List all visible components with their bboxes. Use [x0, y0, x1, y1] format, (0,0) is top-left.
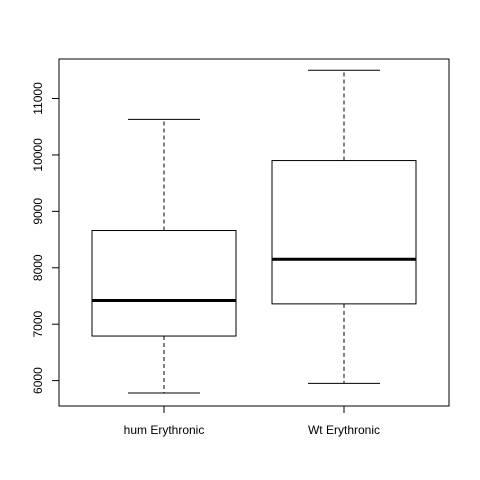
y-tick-label: 6000 [31, 367, 45, 394]
box-group [271, 69, 417, 384]
x-axis-ticks: hum Erythronic Wt Erythronic [124, 406, 380, 437]
x-tick-label: hum Erythronic [124, 423, 205, 437]
box-group [91, 118, 237, 394]
iqr-box [91, 230, 237, 337]
y-tick-label: 9000 [31, 198, 45, 225]
y-axis-ticks: 6000 7000 8000 9000 10000 11000 [31, 82, 59, 394]
y-tick-label: 11000 [31, 82, 45, 115]
y-tick-label: 7000 [31, 311, 45, 338]
box-series [91, 69, 417, 394]
y-tick-label: 10000 [31, 138, 45, 172]
y-tick-label: 8000 [31, 254, 45, 281]
iqr-box [271, 160, 417, 305]
x-tick-label: Wt Erythronic [308, 423, 380, 437]
